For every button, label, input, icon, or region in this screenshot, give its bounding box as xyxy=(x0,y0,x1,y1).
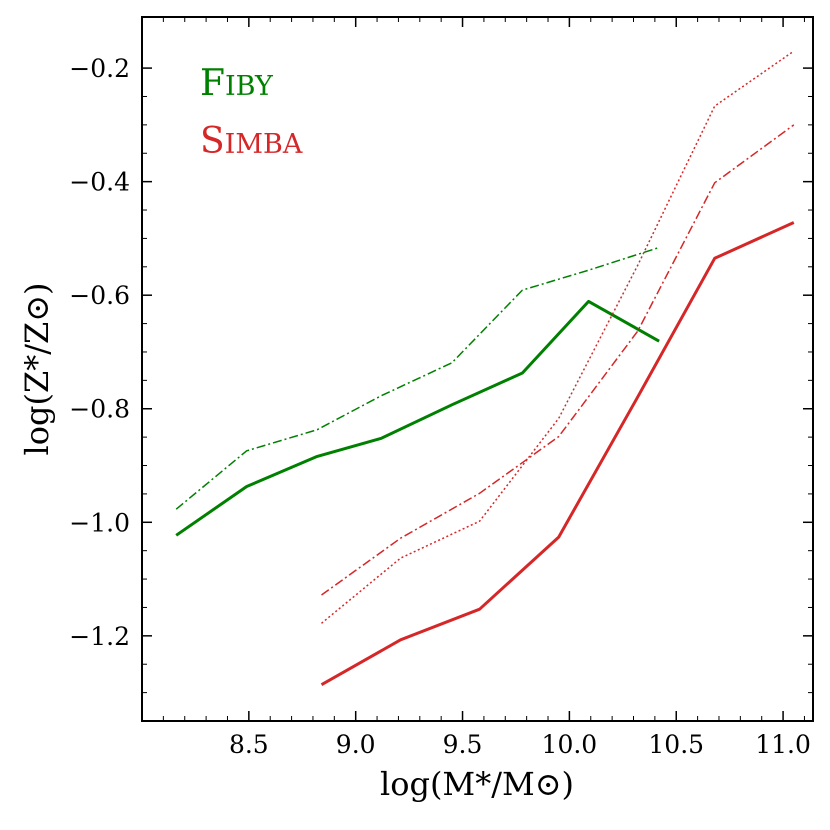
legend-label-fiby: FIBY xyxy=(200,63,274,104)
x-axis-label: log(M*/M⊙) xyxy=(380,765,574,803)
legend-label-simba: SIMBA xyxy=(200,121,303,162)
y-tick-label: −1.2 xyxy=(69,622,130,651)
y-axis-label: log(Z*/Z⊙) xyxy=(18,282,56,455)
series-line-simba-dashdot xyxy=(321,124,795,596)
x-tick-label: 10.5 xyxy=(648,730,704,759)
y-tick-label: −0.2 xyxy=(69,54,130,83)
x-tick-label: 8.5 xyxy=(229,730,269,759)
y-tick-label: −0.4 xyxy=(69,168,130,197)
series-line-simba-solid xyxy=(320,221,795,687)
x-tick-label: 9.0 xyxy=(336,730,376,759)
plot-area xyxy=(142,17,813,721)
series-layer xyxy=(175,50,795,687)
y-tick-label: −0.6 xyxy=(69,281,130,310)
plot-frame xyxy=(141,16,814,722)
series-line-fiby-solid xyxy=(175,299,660,537)
y-tick-label: −0.8 xyxy=(69,395,130,424)
series-line-fiby-dashdot xyxy=(175,246,660,510)
x-tick-label: 9.5 xyxy=(443,730,483,759)
y-tick-label: −1.0 xyxy=(69,508,130,537)
x-tick-label: 10.0 xyxy=(542,730,598,759)
x-tick-label: 11.0 xyxy=(755,730,811,759)
